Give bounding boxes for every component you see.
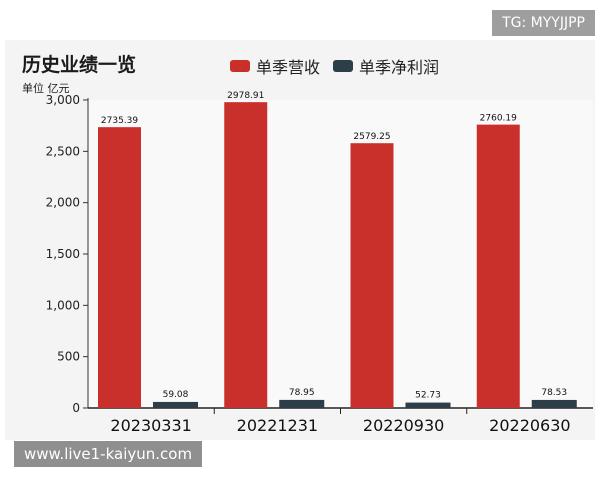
y-tick-label: 500 [57,350,80,364]
y-tick-label: 1,000 [46,298,80,312]
y-tick-label: 3,000 [46,93,80,107]
data-label-net-profit: 78.95 [289,388,315,398]
bar-revenue [224,102,268,409]
x-category-label: 20230331 [110,416,191,435]
bar-net-profit [279,399,325,408]
chart-labels: 2735.39 59.08 20230331 2978.91 78.95 20221231… [101,91,571,435]
legend-label-net-profit: 单季净利润 [359,58,440,77]
data-label-revenue: 2760.19 [480,114,517,124]
chart-bars [98,102,577,409]
legend-swatch-revenue [230,60,250,72]
legend-item-revenue: 单季营收 [230,54,320,78]
data-label-net-profit: 59.08 [163,390,189,400]
legend-label-revenue: 单季营收 [256,58,321,77]
bar-net-profit [405,402,451,408]
x-category-label: 20221231 [237,416,318,435]
chart-axes: 0 500 1,000 1,500 2,000 2,500 3,000 [46,93,593,415]
x-category-label: 20220930 [363,416,444,435]
x-category-label: 20220630 [489,416,570,435]
watermark-top: TG: MYYJJPP [492,10,595,36]
y-tick-label: 2,500 [46,144,80,158]
data-label-revenue: 2978.91 [227,91,264,101]
y-tick-label: 0 [72,401,80,415]
data-label-revenue: 2735.39 [101,116,138,126]
bar-revenue [476,124,520,409]
legend-item-net-profit: 单季净利润 [333,54,439,78]
data-label-net-profit: 78.53 [541,388,567,398]
legend-swatch-net-profit [333,60,353,72]
bar-net-profit [153,401,198,408]
bar-revenue [98,127,141,408]
unit-label: 单位 亿元 [22,82,70,95]
y-tick-label: 2,000 [46,196,80,210]
bar-net-profit [531,399,577,408]
data-label-revenue: 2579.25 [353,132,390,142]
y-tick-label: 1,500 [46,247,80,261]
bar-revenue [350,143,394,408]
chart-title: 历史业绩一览 [22,54,137,76]
data-label-net-profit: 52.73 [415,391,441,401]
watermark-bottom: www.live1-kaiyun.com [14,441,203,467]
